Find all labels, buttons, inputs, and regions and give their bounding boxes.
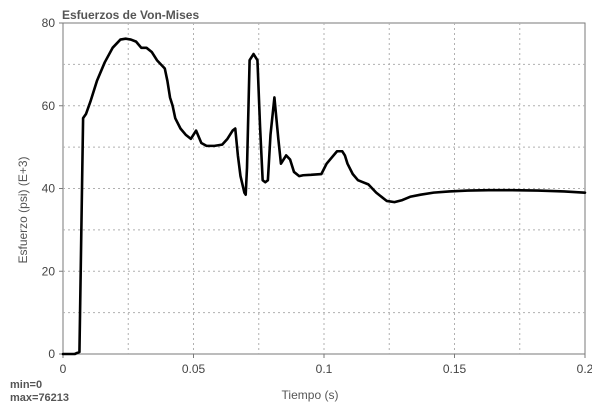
x-tick-label: 0.05 — [182, 362, 206, 376]
x-tick-label: 0.15 — [443, 362, 467, 376]
x-axis-label: Tiempo (s) — [282, 388, 339, 402]
y-tick-label: 60 — [42, 99, 56, 113]
y-axis-ticks: 0 20 40 60 80 — [42, 16, 63, 361]
grid — [63, 23, 585, 354]
x-tick-label: 0 — [60, 362, 67, 376]
x-axis-ticks: 0 0.05 0.1 0.15 0.2 — [60, 354, 592, 376]
y-tick-label: 40 — [42, 182, 56, 196]
x-tick-label: 0.1 — [316, 362, 333, 376]
y-tick-label: 0 — [48, 347, 55, 361]
x-tick-label: 0.2 — [577, 362, 592, 376]
max-stat: max=76213 — [10, 392, 70, 404]
y-axis-label: Esfuerzo (psi) (E+3) — [16, 156, 30, 263]
y-tick-label: 80 — [42, 16, 56, 30]
min-stat: min=0 — [10, 379, 43, 391]
y-tick-label: 20 — [42, 264, 56, 278]
chart-title: Esfuerzos de Von-Mises — [62, 8, 199, 22]
series-line — [61, 37, 587, 356]
